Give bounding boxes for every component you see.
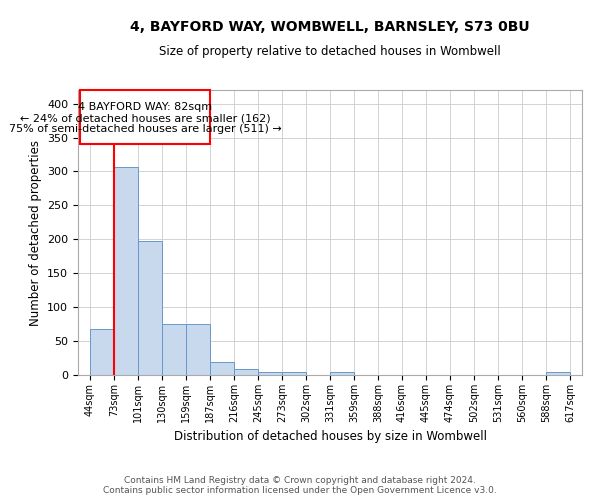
Bar [114,168,138,375]
Text: 75% of semi-detached houses are larger (511) →: 75% of semi-detached houses are larger (… [9,124,281,134]
Bar [330,372,354,375]
Y-axis label: Number of detached properties: Number of detached properties [29,140,41,326]
Text: Contains HM Land Registry data © Crown copyright and database right 2024.
Contai: Contains HM Land Registry data © Crown c… [103,476,497,495]
Bar [162,324,186,375]
Text: Size of property relative to detached houses in Wombwell: Size of property relative to detached ho… [159,45,501,58]
Bar [90,329,114,375]
Bar [282,372,306,375]
Text: 4, BAYFORD WAY, WOMBWELL, BARNSLEY, S73 0BU: 4, BAYFORD WAY, WOMBWELL, BARNSLEY, S73 … [130,20,530,34]
Bar [258,372,282,375]
Text: ← 24% of detached houses are smaller (162): ← 24% of detached houses are smaller (16… [20,113,271,123]
Bar [80,90,210,144]
Bar [234,369,258,375]
Bar [546,372,570,375]
Bar [210,362,234,375]
Text: 4 BAYFORD WAY: 82sqm: 4 BAYFORD WAY: 82sqm [78,102,212,112]
Bar [186,324,210,375]
Bar [138,240,162,375]
X-axis label: Distribution of detached houses by size in Wombwell: Distribution of detached houses by size … [173,430,487,444]
